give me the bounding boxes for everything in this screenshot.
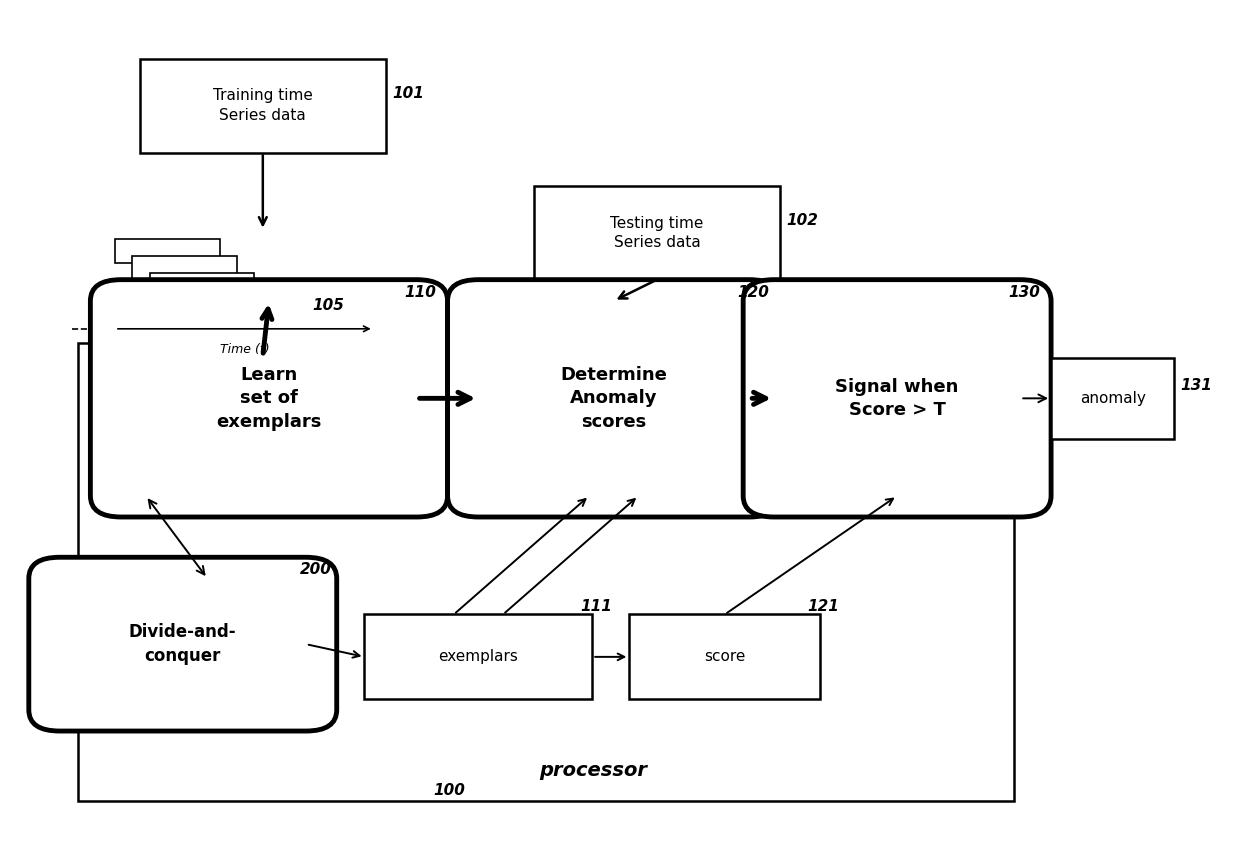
FancyBboxPatch shape	[743, 280, 1052, 517]
Text: 105: 105	[312, 298, 343, 312]
FancyBboxPatch shape	[140, 59, 386, 152]
Text: 102: 102	[786, 213, 818, 228]
FancyBboxPatch shape	[533, 187, 780, 280]
FancyBboxPatch shape	[78, 343, 1014, 801]
Text: Divide-and-
conquer: Divide-and- conquer	[129, 623, 237, 665]
Bar	[166, 290, 272, 313]
FancyBboxPatch shape	[365, 615, 593, 699]
Text: 130: 130	[1008, 285, 1040, 300]
Text: 121: 121	[807, 598, 839, 614]
FancyBboxPatch shape	[448, 280, 780, 517]
FancyBboxPatch shape	[29, 557, 337, 731]
Text: Signal when
Score > T: Signal when Score > T	[836, 377, 959, 419]
Text: score: score	[704, 650, 745, 664]
Text: exemplars: exemplars	[439, 650, 518, 664]
Text: 131: 131	[1180, 378, 1213, 393]
Text: 120: 120	[737, 285, 769, 300]
Text: anomaly: anomaly	[1080, 391, 1146, 406]
Text: processor: processor	[539, 761, 647, 780]
FancyBboxPatch shape	[1052, 358, 1174, 438]
Text: 101: 101	[392, 86, 424, 101]
Text: Learn
set of
exemplars: Learn set of exemplars	[216, 366, 321, 431]
Text: Testing time
Series data: Testing time Series data	[610, 216, 703, 251]
Bar	[133, 256, 237, 280]
Text: 110: 110	[404, 285, 436, 300]
Text: Determine
Anomaly
scores: Determine Anomaly scores	[560, 366, 667, 431]
Text: Time (t): Time (t)	[219, 343, 269, 356]
FancyBboxPatch shape	[629, 615, 820, 699]
Bar	[184, 306, 289, 330]
Text: 200: 200	[300, 562, 331, 578]
Bar	[150, 273, 254, 297]
Text: 111: 111	[580, 598, 611, 614]
Text: Training time
Series data: Training time Series data	[213, 88, 312, 123]
Bar	[115, 239, 219, 263]
Text: 100: 100	[434, 783, 466, 799]
FancyBboxPatch shape	[91, 280, 448, 517]
